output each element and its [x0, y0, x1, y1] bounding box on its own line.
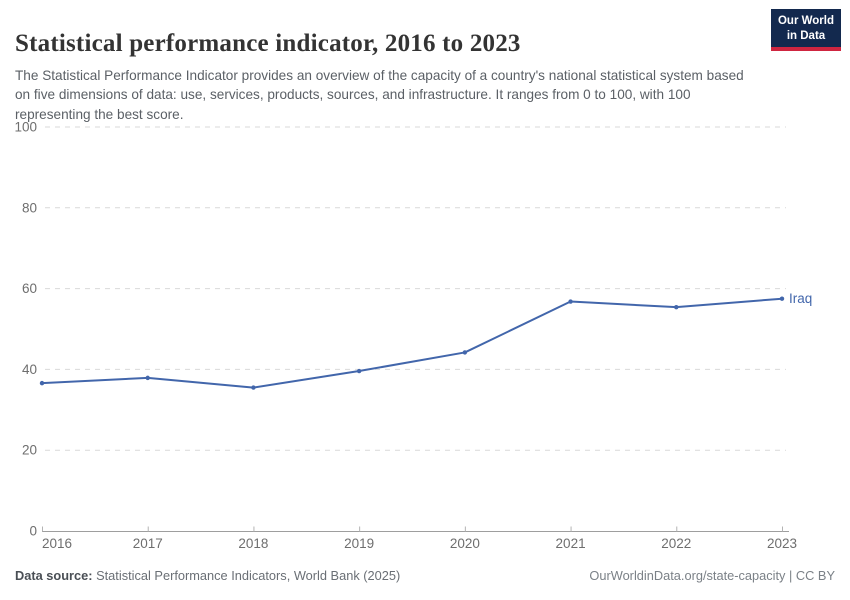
chart-subtitle: The Statistical Performance Indicator pr… — [15, 67, 744, 122]
x-axis-tick-label: 2022 — [661, 536, 691, 551]
data-point[interactable] — [39, 380, 45, 386]
owid-logo-line2: in Data — [786, 29, 826, 42]
data-point[interactable] — [779, 296, 785, 301]
x-axis-tick-label: 2019 — [344, 536, 374, 551]
x-axis-tick-label: 2023 — [767, 536, 797, 551]
data-point[interactable] — [145, 375, 150, 381]
data-point[interactable] — [462, 350, 468, 355]
series-label[interactable]: Iraq — [789, 291, 812, 306]
series-line[interactable] — [41, 297, 783, 389]
owid-logo: Our World in Data — [771, 9, 841, 52]
y-axis-tick-label: 80 — [22, 200, 37, 215]
y-axis-tick-label: 60 — [22, 281, 37, 296]
y-axis-tick-label: 100 — [14, 120, 37, 135]
data-point[interactable] — [674, 304, 679, 310]
chart-title: Statistical performance indicator, 2016 … — [15, 29, 521, 57]
data-source-label: Data source: — [15, 568, 93, 583]
data-point[interactable] — [356, 368, 362, 374]
data-source-note: Data source: Statistical Performance Ind… — [15, 568, 400, 583]
x-axis-tick-label: 2020 — [450, 536, 480, 551]
owid-url-license-link[interactable]: OurWorldinData.org/state-capacity | CC B… — [589, 568, 835, 583]
chart-footer: Data source: Statistical Performance Ind… — [15, 568, 835, 583]
x-axis-tick-label: 2016 — [42, 536, 72, 551]
y-axis-tick-label: 40 — [22, 362, 37, 377]
x-axis-tick-label: 2017 — [133, 536, 163, 551]
y-axis-tick-label: 0 — [29, 524, 37, 539]
data-point[interactable] — [251, 385, 256, 390]
data-source-text: Statistical Performance Indicators, Worl… — [96, 568, 401, 583]
x-axis-tick-label: 2018 — [238, 536, 268, 551]
y-axis-tick-label: 20 — [22, 443, 37, 458]
data-point[interactable] — [568, 299, 573, 304]
owid-logo-line1: Our World — [777, 15, 834, 27]
x-axis-tick-label: 2021 — [556, 536, 586, 551]
